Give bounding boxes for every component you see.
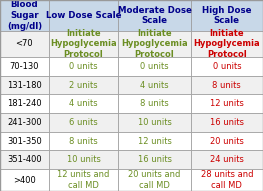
Text: Low Dose Scale: Low Dose Scale	[46, 11, 121, 20]
Bar	[118, 31, 191, 57]
Text: 12 units: 12 units	[138, 137, 171, 146]
Text: Initiate
Hypoglycemia
Protocol: Initiate Hypoglycemia Protocol	[194, 29, 260, 59]
Bar	[0, 57, 49, 76]
Text: 16 units: 16 units	[138, 155, 171, 164]
Bar	[49, 113, 118, 132]
Bar	[0, 94, 49, 113]
Bar	[118, 57, 191, 76]
Bar	[118, 94, 191, 113]
Bar	[191, 76, 263, 94]
Bar	[49, 132, 118, 151]
Bar	[49, 151, 118, 169]
Bar	[191, 57, 263, 76]
Text: 28 units and
call MD: 28 units and call MD	[201, 170, 253, 190]
Bar	[118, 113, 191, 132]
Bar	[118, 151, 191, 169]
Bar	[49, 57, 118, 76]
Text: 8 units: 8 units	[140, 99, 169, 108]
Bar	[49, 31, 118, 57]
Text: 4 units: 4 units	[69, 99, 98, 108]
Bar	[0, 169, 49, 191]
Text: 16 units: 16 units	[210, 118, 244, 127]
Bar	[191, 31, 263, 57]
Text: 20 units and
call MD: 20 units and call MD	[128, 170, 181, 190]
Text: 10 units: 10 units	[67, 155, 100, 164]
Bar	[49, 76, 118, 94]
Text: 2 units: 2 units	[69, 81, 98, 90]
Text: 12 units and
call MD: 12 units and call MD	[57, 170, 110, 190]
Text: 4 units: 4 units	[140, 81, 169, 90]
Bar	[118, 76, 191, 94]
Text: 12 units: 12 units	[210, 99, 244, 108]
Bar	[118, 169, 191, 191]
Bar	[0, 113, 49, 132]
Bar	[191, 113, 263, 132]
Bar	[118, 132, 191, 151]
Bar	[0, 0, 49, 31]
Text: 351-400: 351-400	[7, 155, 42, 164]
Text: >400: >400	[13, 176, 36, 185]
Text: 20 units: 20 units	[210, 137, 244, 146]
Text: 0 units: 0 units	[140, 62, 169, 71]
Text: 24 units: 24 units	[210, 155, 244, 164]
Bar	[191, 132, 263, 151]
Text: Blood
Sugar
(mg/dl): Blood Sugar (mg/dl)	[7, 0, 42, 31]
Text: <70: <70	[16, 39, 33, 48]
Bar	[191, 151, 263, 169]
Bar	[0, 132, 49, 151]
Text: 8 units: 8 units	[69, 137, 98, 146]
Text: 10 units: 10 units	[138, 118, 171, 127]
Text: 301-350: 301-350	[7, 137, 42, 146]
Text: Initiate
Hypoglycemia
Protocol: Initiate Hypoglycemia Protocol	[121, 29, 188, 59]
Text: 8 units: 8 units	[213, 81, 241, 90]
Bar	[191, 94, 263, 113]
Bar	[49, 94, 118, 113]
Text: Initiate
Hypoglycemia
Protocol: Initiate Hypoglycemia Protocol	[50, 29, 117, 59]
Text: Moderate Dose
Scale: Moderate Dose Scale	[118, 6, 191, 25]
Bar	[191, 169, 263, 191]
Text: 0 units: 0 units	[69, 62, 98, 71]
Text: 131-180: 131-180	[7, 81, 42, 90]
Text: 6 units: 6 units	[69, 118, 98, 127]
Text: 241-300: 241-300	[7, 118, 42, 127]
Bar	[0, 76, 49, 94]
Text: 0 units: 0 units	[213, 62, 241, 71]
Bar	[0, 151, 49, 169]
Bar	[0, 31, 49, 57]
Text: 70-130: 70-130	[9, 62, 39, 71]
Bar	[191, 0, 263, 31]
Bar	[49, 169, 118, 191]
Bar	[49, 0, 118, 31]
Text: 181-240: 181-240	[7, 99, 42, 108]
Bar	[118, 0, 191, 31]
Text: High Dose
Scale: High Dose Scale	[202, 6, 252, 25]
